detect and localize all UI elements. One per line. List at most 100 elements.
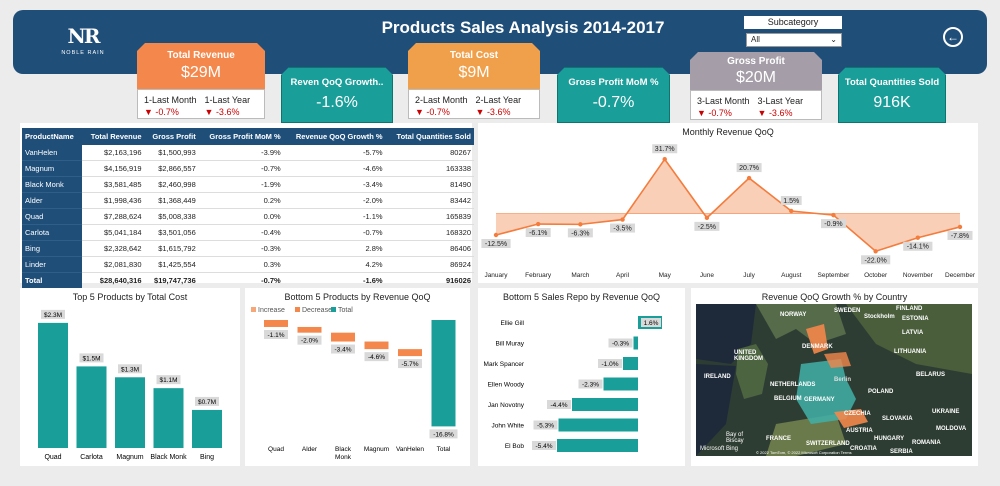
back-arrow-icon[interactable]: ← (943, 27, 963, 47)
data-label: -0.9% (824, 221, 842, 228)
data-label-bg (903, 241, 933, 251)
data-label: -5.4% (536, 443, 553, 450)
data-point (535, 221, 541, 227)
table-row[interactable]: Quad $7,288,624 $5,008,338 0.0% -1.1% 165839 (22, 208, 474, 225)
table-row[interactable]: Bing $2,328,642 $1,615,792 -0.3% 2.8% 86406 (22, 240, 474, 257)
kpi-compare-label: 1-Last Month (144, 95, 197, 105)
legend-label: Increase (258, 307, 285, 314)
kpi-compare-value: ▼ -0.7% (415, 107, 450, 117)
map-label: POLAND (868, 389, 894, 395)
legend-swatch (331, 307, 336, 312)
table-cell: 163338 (385, 160, 474, 177)
map-label: LITHUANIA (894, 349, 927, 355)
table-total-row[interactable]: Total $28,640,316 $19,747,736 -0.7% -1.6% 916… (22, 272, 474, 288)
bar (558, 418, 638, 432)
kpi-compare-label: 1-Last Year (204, 95, 251, 105)
table-header-cell[interactable]: ProductName (22, 128, 83, 145)
kpi-value: $29M (180, 64, 222, 81)
table-row[interactable]: VanHelen $2,163,196 $1,500,993 -3.9% -5.7% 80… (22, 145, 474, 161)
bottom5-products-chart: Increase Decrease Total -1.1% Quad -2.0% Alder… (251, 307, 458, 461)
data-label-bg (947, 230, 973, 240)
data-label-bg (118, 364, 142, 374)
product-name-cell: Magnum (22, 160, 83, 177)
table-cell: 86924 (385, 256, 474, 273)
table-row[interactable]: Carlota $5,041,184 $3,501,056 -0.4% -0.7% 168… (22, 224, 474, 241)
table-row[interactable]: Linder $2,081,830 $1,425,554 0.3% 4.2% 86924 (22, 256, 474, 273)
chart-title: Bottom 5 Sales Repo by Revenue QoQ (502, 292, 661, 302)
top5-cost-chart: $2.3M Quad $1.5M Carlota $1.3M Magnum $1.1M Bla… (38, 309, 222, 461)
table-cell: $2,163,196 (82, 145, 145, 161)
tick-label: April (616, 272, 630, 279)
bottom5-reps-panel: Bottom 5 Sales Repo by Revenue QoQ Ellie… (478, 288, 685, 466)
data-label-bg (652, 144, 678, 154)
data-label-bg (736, 163, 762, 173)
kpi-gross-profit-mom: Gross Profit MoM % -0.7% (557, 67, 670, 123)
product-name-cell: Linder (22, 256, 83, 273)
data-label: 1.5% (783, 198, 799, 205)
data-label: -5.3% (537, 423, 554, 430)
table-header-cell[interactable]: Gross Profit MoM % (198, 128, 284, 145)
data-label: -5.7% (402, 361, 419, 368)
product-table: ProductName Total Revenue Gross Profit Gros… (22, 128, 474, 288)
tick-label: February (525, 272, 552, 279)
table-cell: -3.4% (283, 176, 386, 193)
country-map[interactable]: NORWAY SWEDEN FINLAND Stockholm ESTONIA … (696, 304, 972, 456)
kpi-compare-label: 2-Last Year (475, 95, 522, 105)
kpi-total-quantities: Total Quantities Sold 916K (838, 67, 946, 123)
map-label: UKRAINE (932, 409, 960, 415)
table-header-cell[interactable]: Gross Profit (144, 128, 199, 145)
data-label-bg (264, 329, 288, 339)
tick-label: October (864, 272, 888, 279)
map-label: LATVIA (902, 330, 924, 336)
tick-label: Ellen Woody (488, 382, 525, 389)
table-cell: -3.9% (198, 145, 284, 161)
kpi-value: -0.7% (592, 94, 635, 111)
table-row[interactable]: Magnum $4,156,919 $2,866,557 -0.7% -4.6% 1633… (22, 160, 474, 177)
table-cell: $1,615,792 (144, 240, 199, 257)
data-label: -16.8% (433, 431, 454, 438)
tick-label: December (945, 272, 976, 279)
map-label: SWITZERLAND (806, 441, 850, 447)
subcategory-dropdown[interactable]: All ⌄ (746, 33, 842, 47)
data-label-bg (429, 429, 458, 439)
data-label: -12.5% (485, 241, 507, 248)
tick-label: September (818, 272, 851, 279)
table-cell: $2,460,998 (144, 176, 199, 193)
map-label: SLOVAKIA (882, 416, 913, 422)
kpi-revenue-qoq: Reven QoQ Growth.. -1.6% (281, 67, 393, 123)
data-label: -1.1% (268, 332, 285, 339)
tick-label: Bill Muray (495, 341, 524, 348)
bar (153, 388, 184, 448)
tick-label: Quad (268, 446, 284, 453)
map-attribution: © 2022 TomTom, © 2022 Microsoft Corporat… (756, 450, 852, 455)
tick-label: Quad (44, 454, 61, 461)
legend-label: Decrease (302, 307, 332, 314)
tick-label: March (571, 272, 589, 279)
bar (633, 336, 638, 350)
product-name-cell: Total (22, 272, 83, 288)
bar (572, 398, 638, 411)
data-label: -6.1% (529, 230, 547, 237)
data-label: -14.1% (907, 244, 929, 251)
table-row[interactable]: Alder $1,998,436 $1,368,449 0.2% -2.0% 83442 (22, 192, 474, 209)
table-header-cell[interactable]: Total Revenue (82, 128, 145, 145)
kpi-compare-value: ▼ -3.6% (475, 107, 511, 117)
table-header-cell[interactable]: Total Quantities Sold (385, 128, 474, 145)
data-label: $2.3M (44, 312, 62, 319)
map-label: BELGIUM (774, 396, 802, 402)
data-label: -22.0% (865, 257, 887, 264)
table-cell: $7,288,624 (82, 208, 145, 225)
data-label: 1.6% (644, 320, 659, 327)
table-cell: -0.3% (198, 240, 284, 257)
map-label: FINLAND (896, 306, 923, 312)
page-title: Products Sales Analysis 2014-2017 (381, 18, 665, 37)
table-cell: 916026 (445, 276, 471, 285)
data-label: $0.7M (198, 399, 216, 406)
data-point (620, 217, 625, 222)
table-header-cell[interactable]: Revenue QoQ Growth % (283, 128, 386, 145)
tick-label: June (700, 272, 714, 279)
kpi-label: Reven QoQ Growth.. (290, 77, 384, 88)
waterfall-bar (297, 326, 322, 333)
table-row[interactable]: Black Monk $3,581,485 $2,460,998 -1.9% -3.4%… (22, 176, 474, 193)
data-label-bg (820, 219, 846, 229)
